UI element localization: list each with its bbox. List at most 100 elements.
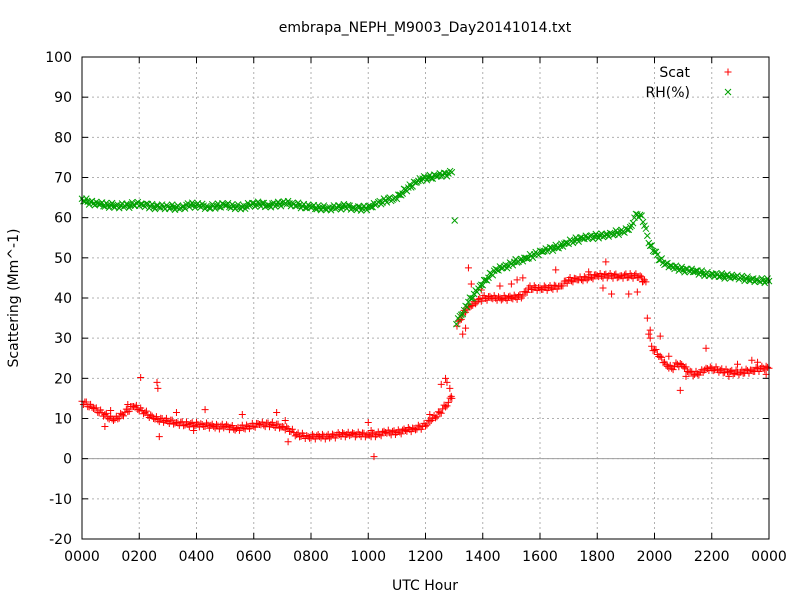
scat-point <box>321 435 329 443</box>
scat-point <box>496 282 504 290</box>
rh-point <box>263 202 270 210</box>
rh-point <box>344 201 352 209</box>
scat-point <box>494 293 502 301</box>
y-axis-label: Scattering (Mm^-1) <box>6 229 22 368</box>
scat-point <box>629 274 637 282</box>
scat-point <box>745 369 753 377</box>
scat-point <box>410 425 418 433</box>
scat-point <box>636 272 644 280</box>
rh-point <box>467 295 475 302</box>
rh-point <box>432 172 439 179</box>
rh-point <box>648 242 655 249</box>
scat-point <box>748 356 756 364</box>
scat-point <box>101 423 109 431</box>
scat-point <box>187 420 195 428</box>
scat-point <box>530 282 538 290</box>
scat-point <box>422 422 429 430</box>
rh-point <box>692 267 700 275</box>
scat-point <box>180 422 188 430</box>
scat-point <box>429 415 437 423</box>
scat-point <box>651 346 658 354</box>
rh-point <box>346 202 353 210</box>
scat-point <box>472 300 480 308</box>
rh-point <box>258 199 266 207</box>
scat-point <box>509 295 517 303</box>
scat-point <box>115 414 123 422</box>
scat-point <box>513 276 521 284</box>
rh-point <box>123 200 130 208</box>
scat-point <box>462 324 470 332</box>
scat-point <box>643 314 651 322</box>
scat-point <box>566 274 574 282</box>
scat-point <box>752 363 760 371</box>
rh-point <box>367 203 375 211</box>
rh-point <box>639 218 647 226</box>
scat-point <box>426 410 434 418</box>
scat-point <box>377 432 385 440</box>
y-tick-label: 60 <box>54 211 72 227</box>
scat-point <box>162 414 170 422</box>
scat-point <box>168 416 176 424</box>
scat-point <box>360 429 368 437</box>
x-tick-label: 1800 <box>579 549 615 565</box>
x-tick-label: 2200 <box>694 549 730 565</box>
scat-point <box>389 427 397 435</box>
scat-point <box>215 425 223 433</box>
rh-point <box>334 202 342 209</box>
rh-point <box>108 199 116 207</box>
scat-point <box>340 430 348 438</box>
scat-point <box>401 427 409 435</box>
scat-point <box>132 401 140 409</box>
y-tick-label: 70 <box>54 171 72 187</box>
y-axis-ticks: -20 -10 0 10 20 30 40 50 60 70 80 90 100 <box>45 50 769 548</box>
scat-point <box>505 293 513 301</box>
scat-point <box>678 361 686 369</box>
scat-point <box>459 330 467 338</box>
rh-point <box>234 201 242 208</box>
scat-point <box>615 273 623 281</box>
scat-point <box>437 380 445 388</box>
scat-point <box>608 290 616 298</box>
scat-point <box>619 274 627 282</box>
x-tick-label: 0800 <box>293 549 329 565</box>
data-points <box>78 167 773 461</box>
x-tick-label: 1600 <box>522 549 558 565</box>
scat-point <box>632 270 640 278</box>
scat-point <box>599 284 607 292</box>
scat-point <box>748 366 756 374</box>
rh-point <box>307 203 315 211</box>
rh-point <box>509 261 517 269</box>
rh-point <box>369 203 376 211</box>
scat-point <box>559 282 567 290</box>
scat-point <box>125 407 133 415</box>
scat-point <box>580 273 588 281</box>
rh-point <box>427 175 435 182</box>
series-scat <box>78 258 773 461</box>
scat-point <box>474 295 482 303</box>
scat-point <box>464 264 472 272</box>
rh-point <box>682 265 690 273</box>
scat-point <box>658 353 666 361</box>
legend-marker-rh <box>724 88 732 96</box>
scat-point <box>201 422 209 430</box>
scat-point <box>274 420 282 428</box>
scat-point <box>467 302 475 310</box>
scat-point <box>764 363 772 371</box>
rh-point <box>731 274 739 281</box>
scat-point <box>88 403 96 411</box>
scat-point <box>142 407 150 415</box>
rh-point <box>399 190 406 197</box>
scat-point <box>250 422 258 430</box>
scat-point <box>114 415 122 423</box>
rh-point <box>489 271 497 279</box>
y-tick-label: 10 <box>54 412 72 428</box>
scat-point <box>625 273 633 281</box>
rh-point <box>629 219 637 227</box>
scat-point <box>411 426 419 434</box>
scat-point <box>729 370 737 378</box>
scat-point <box>663 362 671 370</box>
scat-point <box>665 352 673 360</box>
scat-point <box>328 430 336 438</box>
scat-point <box>602 258 610 266</box>
